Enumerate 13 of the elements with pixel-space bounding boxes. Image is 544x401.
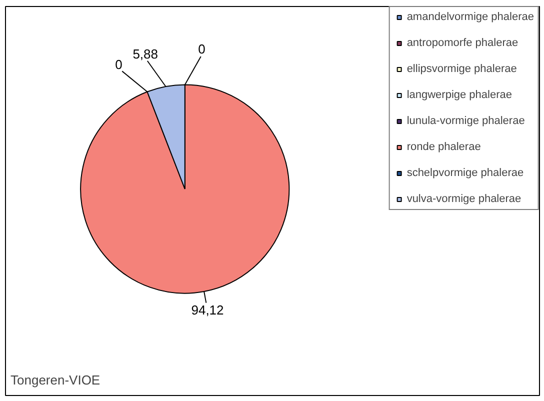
- legend-label: amandelvormige phalerae: [406, 11, 534, 23]
- text: 0: [115, 57, 122, 72]
- data-label: 5,88: [132, 46, 158, 62]
- data-label: 94,12: [191, 302, 224, 318]
- legend-label: ronde phalerae: [406, 141, 481, 153]
- legend-label: ellipsvormige phalerae: [406, 63, 517, 75]
- text: 0: [198, 42, 206, 57]
- legend-label: schelpvormige phalerae: [406, 167, 524, 179]
- legend-label: antropomorfe phalerae: [406, 37, 518, 49]
- legend-label: lunula-vormige phalerae: [406, 115, 525, 127]
- text: Tongeren-VIOE: [10, 372, 100, 388]
- legend-label: langwerpige phalerae: [406, 89, 512, 101]
- legend-label: vulva-vormige phalerae: [406, 193, 522, 205]
